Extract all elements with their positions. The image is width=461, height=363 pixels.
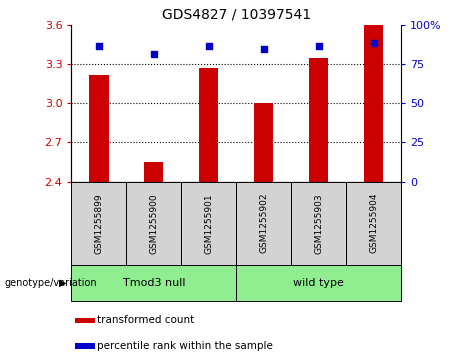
Point (370, 40, 377, 45)
Bar (291, 182, 346, 265)
Point (205, 43, 213, 49)
Text: ▶: ▶ (59, 278, 67, 288)
Bar (71, 265, 236, 301)
Point (315, 43, 322, 49)
Text: GSM1255904: GSM1255904 (369, 193, 378, 253)
Bar (254, 103, 273, 182)
Text: wild type: wild type (293, 278, 344, 288)
Point (95, 43, 103, 49)
Bar (126, 182, 181, 265)
Bar (71, 182, 126, 265)
Point (150, 50, 158, 56)
Text: GSM1255900: GSM1255900 (149, 193, 159, 254)
Bar (75, 343, 95, 349)
Text: GSM1255903: GSM1255903 (314, 193, 323, 254)
Bar (236, 182, 291, 265)
Bar (199, 68, 219, 182)
Bar (181, 182, 236, 265)
Text: percentile rank within the sample: percentile rank within the sample (96, 341, 272, 351)
Text: Tmod3 null: Tmod3 null (123, 278, 185, 288)
Text: GSM1255899: GSM1255899 (95, 193, 103, 254)
Bar (75, 318, 95, 323)
Text: genotype/variation: genotype/variation (5, 278, 97, 288)
Text: GSM1255902: GSM1255902 (259, 193, 268, 253)
Text: transformed count: transformed count (96, 315, 194, 325)
Point (260, 46, 267, 52)
Bar (144, 162, 164, 182)
Bar (89, 75, 108, 182)
Bar (236, 265, 401, 301)
Bar (346, 182, 401, 265)
Text: GSM1255901: GSM1255901 (204, 193, 213, 254)
Title: GDS4827 / 10397541: GDS4827 / 10397541 (162, 8, 311, 21)
Bar (309, 58, 328, 182)
Bar (364, 25, 383, 182)
